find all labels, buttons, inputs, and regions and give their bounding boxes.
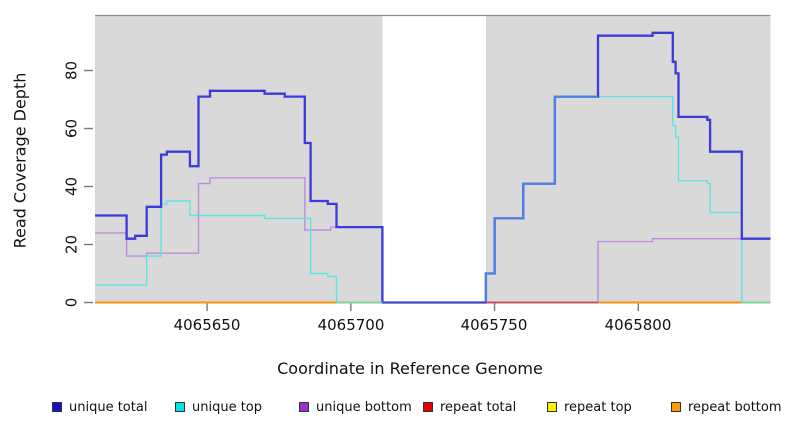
repeat-total-swatch-icon bbox=[423, 402, 433, 412]
legend-item-unique-bottom: unique bottom bbox=[299, 398, 412, 416]
legend-label-unique-bottom: unique bottom bbox=[316, 399, 412, 415]
y-axis-title: Read Coverage Depth bbox=[10, 72, 30, 249]
x-axis-title: Coordinate in Reference Genome bbox=[277, 359, 543, 378]
unique-bottom-swatch-icon bbox=[299, 402, 309, 412]
legend-label-repeat-total: repeat total bbox=[440, 399, 517, 415]
repeat-bottom-swatch-icon bbox=[671, 402, 681, 412]
y-tick-label-60: 60 bbox=[62, 118, 81, 139]
unique-total-swatch-icon bbox=[52, 402, 62, 412]
x-tick-label-4065650: 4065650 bbox=[173, 316, 241, 334]
legend-label-unique-top: unique top bbox=[192, 399, 263, 415]
legend-item-repeat-total: repeat total bbox=[423, 398, 516, 416]
y-tick-label-80: 80 bbox=[62, 60, 81, 81]
x-tick-label-4065800: 4065800 bbox=[604, 316, 672, 334]
unique-top-swatch-icon bbox=[175, 402, 185, 412]
y-tick-label-0: 0 bbox=[62, 297, 81, 308]
legend-item-unique-top: unique top bbox=[175, 398, 262, 416]
y-tick-label-20: 20 bbox=[62, 234, 81, 255]
legend-label-repeat-bottom: repeat bottom bbox=[688, 399, 782, 415]
legend-item-unique-total: unique total bbox=[52, 398, 147, 416]
legend: unique total unique top unique bottom re… bbox=[0, 398, 792, 418]
legend-label-unique-total: unique total bbox=[69, 399, 148, 415]
legend-item-repeat-bottom: repeat bottom bbox=[671, 398, 782, 416]
x-tick-label-4065700: 4065700 bbox=[317, 316, 385, 334]
x-tick-label-4065750: 4065750 bbox=[460, 316, 528, 334]
legend-item-repeat-top: repeat top bbox=[547, 398, 632, 416]
legend-label-repeat-top: repeat top bbox=[564, 399, 632, 415]
repeat-top-swatch-icon bbox=[547, 402, 557, 412]
y-tick-label-40: 40 bbox=[62, 176, 81, 197]
